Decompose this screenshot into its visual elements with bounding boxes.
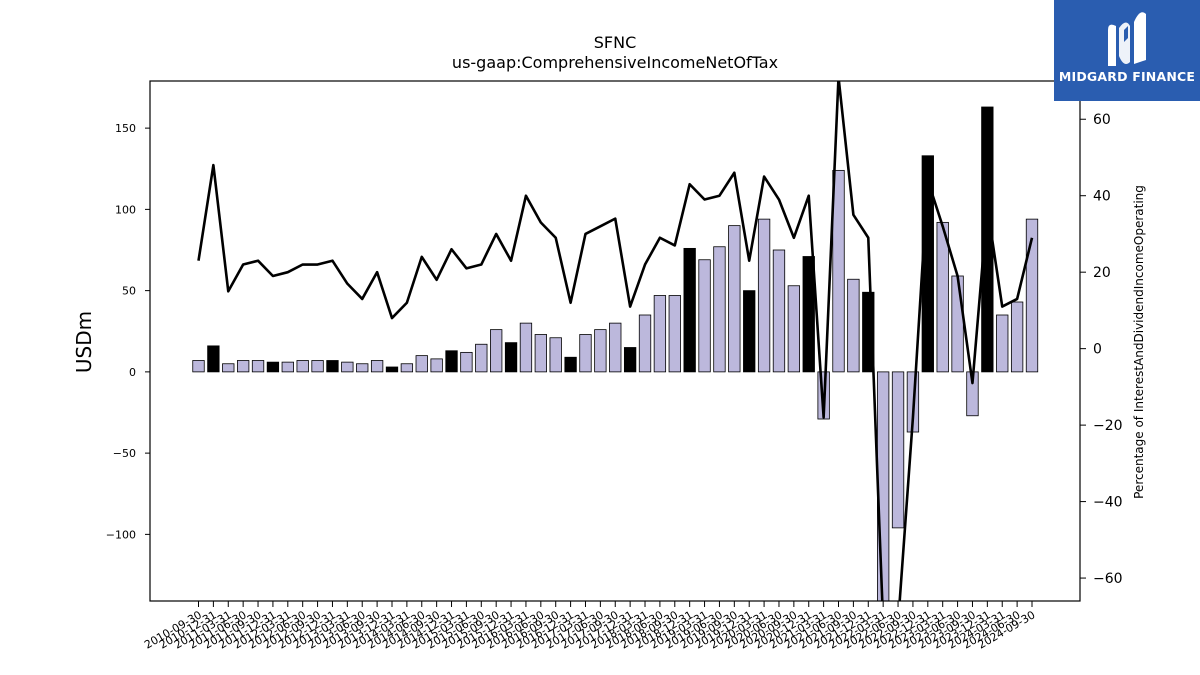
bar-2011-03-31 [222, 363, 235, 373]
bar-2011-06-30 [236, 360, 250, 373]
bar-2024-06-30 [1010, 301, 1024, 373]
bar-2022-06-30 [891, 371, 905, 529]
y2-axis-label: Percentage of InterestAndDividendIncomeO… [1132, 185, 1146, 499]
bar-2018-09-30 [668, 295, 681, 373]
y-tick-label: −50 [113, 447, 136, 460]
bar-2017-12-31 [623, 347, 637, 373]
bar-2016-12-31 [564, 356, 577, 373]
bar-2020-09-30 [787, 285, 801, 373]
bar-2018-12-31 [683, 247, 696, 373]
y-tick-label: 50 [122, 285, 136, 298]
y2-tick-label: −60 [1093, 571, 1123, 587]
bar-2019-12-31 [743, 290, 756, 373]
bar-2016-09-30 [549, 337, 562, 373]
y-tick-label: 100 [115, 203, 136, 216]
bar-2016-06-30 [534, 334, 547, 373]
bar-2017-03-31 [579, 334, 592, 373]
bar-2010-12-31 [207, 345, 220, 373]
y-tick-label: 0 [129, 366, 136, 379]
bar-2014-12-31 [445, 350, 458, 373]
bar-2017-06-30 [594, 329, 607, 373]
bar-2013-06-30 [356, 363, 369, 373]
y2-tick-label: −40 [1093, 495, 1123, 511]
bar-2024-09-30 [1025, 218, 1039, 373]
bar-2012-03-31 [281, 361, 294, 373]
bar-2021-12-31 [862, 291, 875, 373]
bar-2014-03-31 [400, 363, 414, 373]
bar-2013-12-31 [385, 366, 399, 373]
axes: −100−50050100150−60−40−2002040602010-09-… [106, 80, 1123, 652]
bar-2011-09-30 [251, 360, 265, 373]
bar-2023-06-30 [951, 275, 964, 373]
y2-tick-label: 0 [1093, 342, 1102, 358]
bar-2012-12-31 [326, 360, 339, 373]
bar-2015-09-30 [490, 329, 503, 373]
bar-2020-06-30 [772, 249, 786, 373]
bar-series [192, 106, 1039, 601]
bar-2018-03-31 [638, 314, 652, 373]
y-tick-label: 150 [115, 122, 136, 135]
bar-2023-03-31 [936, 221, 949, 373]
ratio-line [197, 81, 1034, 601]
chart-title: SFNC [594, 33, 637, 52]
line-series [197, 81, 1034, 601]
y2-tick-label: 40 [1093, 189, 1111, 205]
bar-2021-09-30 [847, 278, 860, 373]
chart-subtitle: us-gaap:ComprehensiveIncomeNetOfTax [452, 53, 778, 72]
bar-2014-09-30 [430, 358, 443, 373]
bar-2019-03-31 [698, 259, 711, 373]
midgard-finance-logo: MIDGARD FINANCE [1054, 0, 1200, 101]
midgard-m-logo-icon [1108, 12, 1146, 67]
y2-tick-label: 20 [1093, 265, 1111, 281]
bar-2016-03-31 [519, 322, 533, 373]
bar-2013-09-30 [370, 360, 384, 373]
bar-2010-09-30 [192, 360, 205, 373]
bar-2011-12-31 [266, 361, 280, 373]
y-axis-label: USDm [72, 311, 96, 373]
logo-text: MIDGARD FINANCE [1058, 69, 1196, 84]
bar-2020-03-31 [757, 218, 771, 373]
bar-2013-03-31 [341, 361, 354, 373]
bar-2014-06-30 [415, 355, 428, 373]
bar-2015-12-31 [504, 342, 518, 373]
bar-2017-09-30 [609, 322, 622, 373]
bar-2021-06-30 [832, 169, 845, 373]
y2-tick-label: −20 [1093, 418, 1123, 434]
bar-2012-06-30 [296, 360, 309, 373]
bar-2019-06-30 [713, 246, 726, 373]
y-tick-label: −100 [106, 528, 136, 541]
bar-2015-03-31 [460, 351, 473, 373]
y2-tick-label: 60 [1093, 112, 1111, 128]
bar-2012-09-30 [311, 360, 324, 373]
bar-2018-06-30 [653, 295, 667, 373]
bar-2020-12-31 [802, 256, 815, 373]
bar-2019-09-30 [728, 225, 741, 373]
bar-2015-06-30 [475, 343, 488, 373]
bar-2024-03-31 [996, 314, 1009, 373]
